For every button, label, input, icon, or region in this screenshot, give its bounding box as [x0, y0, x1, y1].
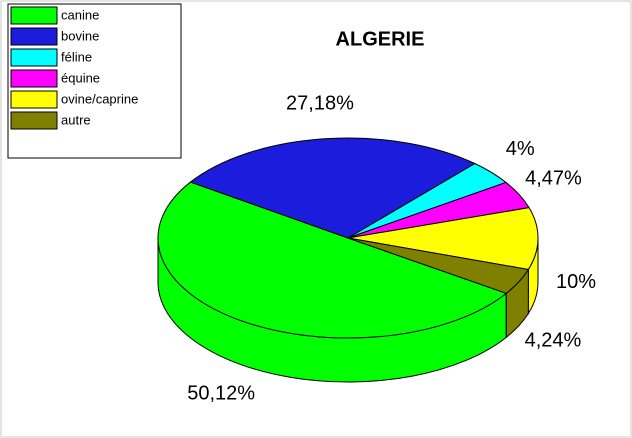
- legend-label: autre: [61, 112, 91, 127]
- slice: [347, 237, 530, 294]
- data-label: 4,24%: [525, 329, 582, 351]
- data-label: 4%: [506, 138, 535, 160]
- slice: [189, 137, 476, 239]
- legend-label: équine: [61, 70, 100, 85]
- slice: [157, 181, 508, 339]
- legend-swatch: [10, 111, 58, 130]
- data-label: 10%: [556, 271, 596, 293]
- legend-label: bovine: [61, 28, 99, 43]
- legend-swatch: [10, 27, 58, 46]
- slice: [347, 207, 539, 271]
- chart-title: ALGERIE: [336, 28, 425, 50]
- legend-label: canine: [61, 7, 99, 22]
- data-label: 50,12%: [187, 382, 255, 404]
- legend-swatch: [10, 6, 58, 25]
- legend-swatch: [10, 90, 58, 109]
- legend-swatch: [10, 48, 58, 67]
- legend-swatch: [10, 69, 58, 88]
- legend-label: ovine/caprine: [61, 91, 138, 106]
- data-label: 27,18%: [286, 92, 354, 114]
- data-label: 4,47%: [525, 168, 582, 190]
- legend-label: féline: [61, 49, 92, 64]
